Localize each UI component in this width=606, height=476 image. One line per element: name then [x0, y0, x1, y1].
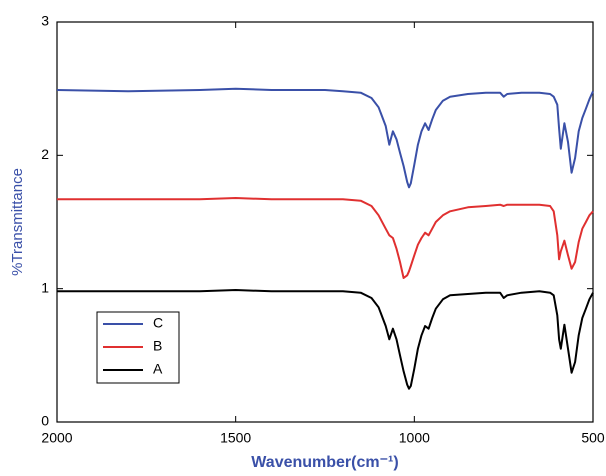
- plot-frame: [56, 21, 594, 423]
- y-tick-label: 0: [41, 413, 49, 429]
- legend-label: B: [153, 338, 162, 354]
- spectrum-line: [56, 87, 594, 189]
- x-tick-label: 1500: [220, 430, 251, 446]
- x-tick-label: 2000: [41, 430, 72, 446]
- y-tick-label: 1: [41, 279, 49, 295]
- x-tick-label: 1000: [399, 430, 430, 446]
- y-axis-label: %Transmittance: [9, 168, 26, 276]
- spectrum-line: [57, 197, 594, 279]
- x-tick-label: 500: [581, 430, 605, 446]
- spectrum-line: [57, 289, 594, 390]
- y-tick-label: 3: [41, 13, 49, 29]
- x-axis-label: Wavenumber(cm⁻¹): [251, 454, 398, 471]
- y-tick-label: 2: [41, 146, 49, 162]
- legend-label: C: [153, 315, 163, 331]
- legend-label: A: [153, 361, 163, 377]
